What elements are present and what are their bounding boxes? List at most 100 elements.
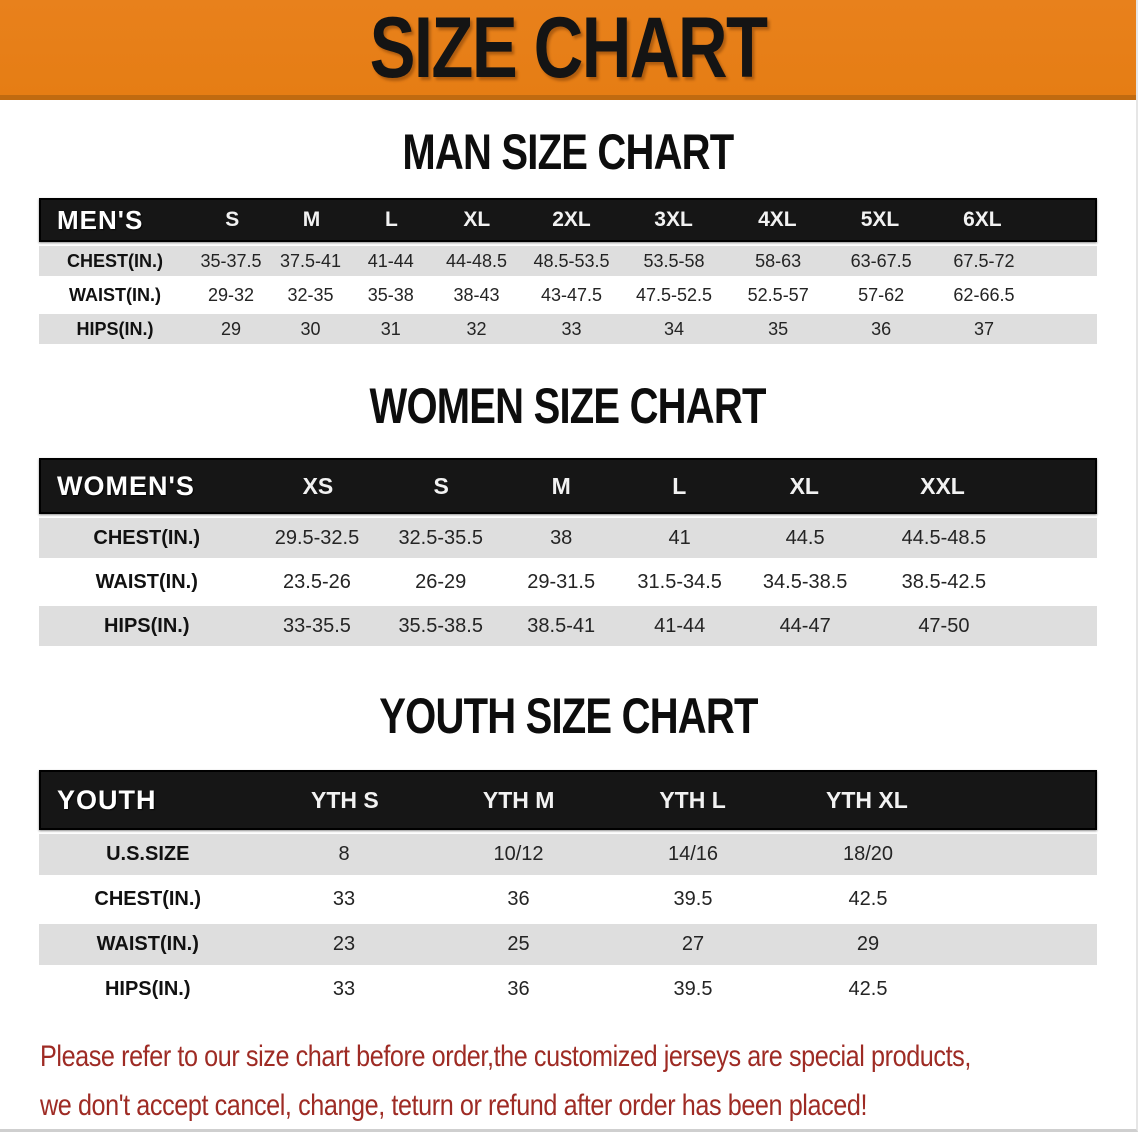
size-column-header: XXL [920,472,965,499]
value-cell: 47-50 [918,614,970,637]
value-cell: 62-66.5 [953,284,1015,305]
size-column-header: XS [302,472,334,499]
value-cell: 42.5 [848,978,888,1000]
youth-title-wrap: YOUTH SIZE CHART [0,690,1136,742]
value-cell: 44.5 [785,526,825,549]
table-corner-label: WOMEN'S [57,470,195,501]
value-cell: 30 [300,318,321,339]
value-cell: 63-67.5 [850,250,912,271]
womens-section-title: WOMEN SIZE CHART [369,378,767,434]
value-cell: 34.5-38.5 [762,570,848,593]
disclaimer-line-1: Please refer to our size chart before or… [40,1040,971,1073]
value-cell: 67.5-72 [953,250,1015,271]
value-cell: 32-35 [287,284,334,305]
table-row: U.S.SIZE 8 10/12 14/16 18/20 [39,834,1097,875]
value-cell: 44-48.5 [445,250,508,271]
value-cell: 57-62 [858,284,905,305]
value-cell: 35.5-38.5 [398,614,483,637]
value-cell: 37 [973,318,994,339]
table-row: CHEST(IN.) 35-37.5 37.5-41 41-44 44-48.5 48.5… [39,246,1097,276]
table-header-row: MEN'S S M L XL 2XL 3XL 4XL 5XL 6XL [39,198,1097,242]
value-cell: 29 [221,318,242,339]
size-column-header: 5XL [860,208,900,231]
table-row: WAIST(IN.) 29-32 32-35 35-38 38-43 43-47.5 47.… [39,280,1097,310]
value-cell: 33 [561,318,582,339]
size-column-header: XL [789,472,819,499]
row-label: WAIST(IN.) [69,284,162,305]
value-cell: 31.5-34.5 [637,570,722,593]
size-column-header: M [302,208,321,231]
size-column-header: 3XL [654,208,693,231]
youth-section: YOUTH SIZE CHART YOUTH YTH S YTH M YTH L YTH… [0,690,1136,1010]
banner-title: SIZE CHART [369,0,768,96]
row-label: HIPS(IN.) [103,614,190,637]
size-column-header: M [551,472,571,499]
table-row: WAIST(IN.) 23 25 27 29 [39,924,1097,965]
row-label: CHEST(IN.) [93,526,201,549]
value-cell: 18/20 [842,843,894,865]
value-cell: 53.5-58 [643,250,705,271]
value-cell: 33-35.5 [283,614,351,637]
value-cell: 52.5-57 [747,284,809,305]
value-cell: 35-38 [367,284,414,305]
size-column-header: 6XL [963,208,1002,231]
value-cell: 38.5-42.5 [901,570,987,593]
mens-section-title: MAN SIZE CHART [402,124,734,180]
mens-title-wrap: MAN SIZE CHART [0,126,1136,178]
value-cell: 14/16 [667,843,719,865]
size-column-header: YTH M [482,786,555,813]
value-cell: 42.5 [848,888,888,910]
size-column-header: YTH S [310,786,379,813]
womens-title-wrap: WOMEN SIZE CHART [0,380,1136,432]
value-cell: 38-43 [453,284,500,305]
table-row: HIPS(IN.) 29 30 31 32 33 34 35 36 37 [39,314,1097,344]
table-corner-label: MEN'S [57,204,144,235]
mens-section: MAN SIZE CHART MEN'S S M L XL 2XL 3XL 4XL 5XL 6XL… [0,126,1136,344]
value-cell: 34 [663,318,684,339]
youth-size-table: YOUTH YTH S YTH M YTH L YTH XL U.S.SIZE 8 10/12… [39,770,1097,1010]
womens-size-table: WOMEN'S XS S M L XL XXL CHEST(IN.) 29.5-32.5 32.5… [39,458,1097,646]
row-label: HIPS(IN.) [76,318,154,339]
size-column-header: YTH XL [825,786,908,813]
value-cell: 27 [681,933,705,955]
value-cell: 10/12 [493,843,544,865]
value-cell: 29 [856,933,880,955]
value-cell: 35 [768,318,789,339]
value-cell: 58-63 [755,250,802,271]
value-cell: 35-37.5 [200,250,262,271]
value-cell: 47.5-52.5 [635,284,712,305]
womens-section: WOMEN SIZE CHART WOMEN'S XS S M L XL XXL CHEST(… [0,380,1136,646]
row-label: WAIST(IN.) [96,933,199,955]
row-label: CHEST(IN.) [67,250,164,271]
size-column-header: S [433,472,449,499]
value-cell: 29-31.5 [527,570,596,593]
value-cell: 36 [871,318,892,339]
value-cell: 41-44 [367,250,414,271]
value-cell: 25 [507,933,530,955]
table-header-row: WOMEN'S XS S M L XL XXL [39,458,1097,514]
table-row: HIPS(IN.) 33 36 39.5 42.5 [39,969,1097,1010]
value-cell: 8 [338,843,350,865]
value-cell: 48.5-53.5 [533,250,610,271]
disclaimer-line-2: we don't accept cancel, change, teturn o… [40,1089,868,1122]
value-cell: 23 [332,933,356,955]
value-cell: 36 [507,978,530,1000]
size-column-header: S [225,208,240,231]
table-header-row: YOUTH YTH S YTH M YTH L YTH XL [39,770,1097,830]
table-row: CHEST(IN.) 29.5-32.5 32.5-35.5 38 41 44.5 44.5… [39,518,1097,558]
size-column-header: YTH L [659,786,726,813]
value-cell: 26-29 [415,570,467,593]
youth-section-title: YOUTH SIZE CHART [378,688,758,744]
value-cell: 29-32 [208,284,255,305]
table-row: CHEST(IN.) 33 36 39.5 42.5 [39,879,1097,920]
table-row: HIPS(IN.) 33-35.5 35.5-38.5 38.5-41 41-44 44-… [39,606,1097,646]
value-cell: 23.5-26 [283,570,351,593]
row-label: CHEST(IN.) [94,888,202,910]
value-cell: 37.5-41 [280,250,342,271]
value-cell: 32.5-35.5 [398,526,483,549]
value-cell: 44.5-48.5 [901,526,987,549]
value-cell: 44-47 [779,614,831,637]
size-column-header: XL [463,208,491,231]
value-cell: 32 [466,318,487,339]
